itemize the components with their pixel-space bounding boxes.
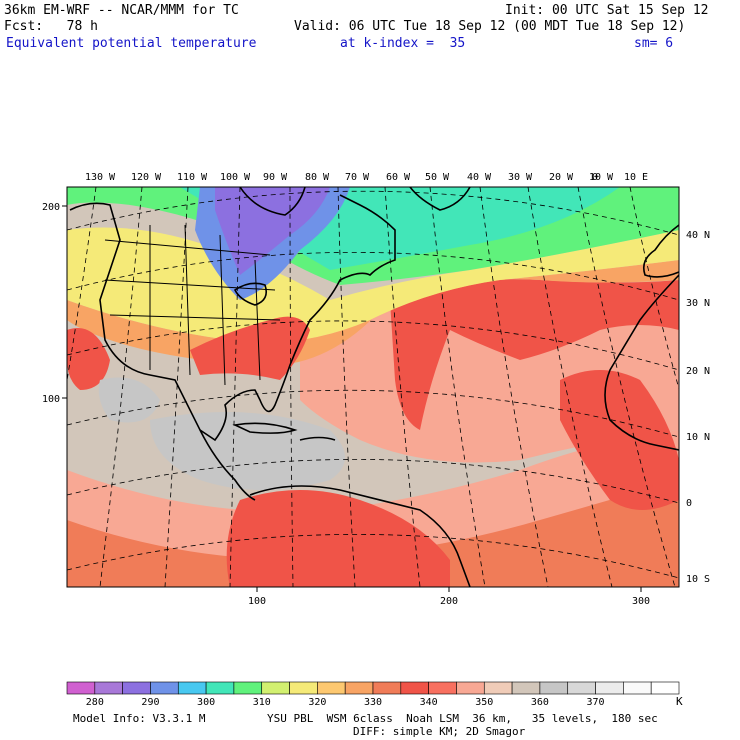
level-info: at k-index = 35 bbox=[340, 36, 466, 51]
latitude-label: 40 N bbox=[686, 230, 710, 241]
colorbar-swatch bbox=[205, 681, 235, 695]
colorbar-swatch bbox=[539, 681, 569, 695]
latitude-label: 0 bbox=[686, 498, 692, 509]
valid-time: Valid: 06 UTC Tue 18 Sep 12 (00 MDT Tue … bbox=[294, 19, 686, 34]
colorbar-label: 310 bbox=[253, 697, 271, 708]
colorbar-swatch bbox=[317, 681, 346, 695]
colorbar-swatch bbox=[94, 681, 123, 695]
atlantic-red-band bbox=[390, 279, 679, 430]
physics-info: YSU PBL WSM 6class Noah LSM 36 km, 35 le… bbox=[267, 712, 658, 725]
greenland-coast bbox=[409, 187, 471, 211]
colorbar-label: 340 bbox=[420, 697, 438, 708]
colorbar-swatch bbox=[66, 681, 96, 695]
colorbar-label: 330 bbox=[364, 697, 382, 708]
pacific-gray bbox=[98, 377, 160, 423]
colorbar-swatch bbox=[483, 681, 513, 695]
colorbar-swatch bbox=[177, 681, 207, 695]
colorbar-swatch bbox=[650, 681, 680, 695]
us-state-lines bbox=[104, 224, 281, 386]
longitude-label: 130 W bbox=[85, 172, 116, 183]
forecast-hour: Fcst: 78 h bbox=[4, 19, 98, 34]
central-america bbox=[199, 429, 256, 501]
grid-x-label: 100 bbox=[248, 596, 266, 607]
latitude-labels: 40 N 30 N 20 N 10 N 0 10 S bbox=[686, 230, 710, 585]
colorbar-swatch bbox=[623, 681, 652, 695]
south-america-coast bbox=[249, 485, 471, 587]
model-title: 36km EM-WRF -- NCAR/MMM for TC bbox=[4, 3, 239, 18]
latitude-label: 30 N bbox=[686, 298, 710, 309]
hispaniola bbox=[299, 436, 336, 441]
great-lakes bbox=[233, 282, 268, 306]
north-america-coast bbox=[69, 194, 396, 442]
longitude-labels: 130 W 120 W 110 W 100 W 90 W 80 W 70 W 60 W 50 W… bbox=[85, 172, 648, 183]
colorbar-swatch bbox=[595, 681, 624, 695]
colorbar bbox=[66, 681, 680, 695]
colorbar-swatch bbox=[344, 681, 374, 695]
colorbar-label: 290 bbox=[141, 697, 159, 708]
longitude-label: 100 W bbox=[220, 172, 251, 183]
longitude-label: 40 W bbox=[467, 172, 492, 183]
latitude-label: 20 N bbox=[686, 366, 710, 377]
longitude-label: 50 W bbox=[425, 172, 450, 183]
init-time: Init: 00 UTC Sat 15 Sep 12 bbox=[505, 3, 709, 18]
longitude-label: 10 W bbox=[589, 172, 614, 183]
colorbar-label: 320 bbox=[308, 697, 326, 708]
longitude-label: 10 E bbox=[624, 172, 648, 183]
colorbar-swatch bbox=[233, 681, 263, 695]
colorbar-swatch bbox=[567, 681, 596, 695]
latitude-label: 10 S bbox=[686, 574, 710, 585]
longitude-label: 20 W bbox=[549, 172, 574, 183]
coastlines bbox=[69, 187, 679, 587]
colorbar-swatch bbox=[456, 681, 485, 695]
longitude-label: 70 W bbox=[345, 172, 370, 183]
graticule bbox=[67, 187, 679, 587]
south-america-red bbox=[226, 490, 450, 587]
east-atlantic-red bbox=[560, 370, 679, 510]
longitude-label: 0 bbox=[592, 172, 598, 183]
colorbar-label: 300 bbox=[197, 697, 215, 708]
iberia-coast bbox=[642, 224, 679, 278]
grid-ticks bbox=[62, 205, 642, 592]
southern-red-band bbox=[67, 480, 679, 587]
africa-coast bbox=[604, 274, 679, 451]
longitude-label: 30 W bbox=[508, 172, 533, 183]
map-frame bbox=[66, 186, 680, 588]
hudson-bay bbox=[239, 187, 306, 216]
longitude-label: 120 W bbox=[131, 172, 162, 183]
diffusion-info: DIFF: simple KM; 2D Smagor bbox=[353, 725, 526, 738]
colorbar-swatch bbox=[400, 681, 429, 695]
smoothing-info: sm= 6 bbox=[634, 36, 674, 51]
colorbar-unit: K bbox=[676, 695, 683, 708]
longitude-label: 80 W bbox=[305, 172, 330, 183]
cuba bbox=[232, 422, 298, 434]
colorbar-labels: 280 290 300 310 320 330 340 350 360 370 bbox=[86, 697, 605, 708]
latitude-label: 10 N bbox=[686, 432, 710, 443]
colorbar-swatch bbox=[289, 681, 318, 695]
colorbar-swatch bbox=[122, 681, 151, 695]
grid-y-labels: 200 100 bbox=[42, 202, 60, 405]
colorbar-label: 280 bbox=[86, 697, 104, 708]
grid-y-label: 100 bbox=[42, 394, 60, 405]
colorbar-swatch bbox=[261, 681, 290, 695]
colorbar-label: 350 bbox=[475, 697, 493, 708]
colorbar-swatch bbox=[150, 681, 179, 695]
longitude-label: 60 W bbox=[386, 172, 411, 183]
longitude-label: 110 W bbox=[177, 172, 208, 183]
grid-x-labels: 100 200 300 bbox=[248, 596, 650, 607]
caribbean-gray bbox=[150, 412, 345, 490]
colorbar-swatch bbox=[511, 681, 541, 695]
longitude-label: 90 W bbox=[263, 172, 288, 183]
field-name: Equivalent potential temperature bbox=[6, 36, 257, 51]
colorbar-label: 360 bbox=[531, 697, 549, 708]
colorbar-swatch bbox=[428, 681, 457, 695]
eastern-us-red bbox=[190, 316, 310, 380]
grid-x-label: 300 bbox=[632, 596, 650, 607]
pacific-red bbox=[67, 328, 110, 390]
grid-y-label: 200 bbox=[42, 202, 60, 213]
model-info: Model Info: V3.3.1 M bbox=[73, 712, 206, 725]
colorbar-swatch bbox=[372, 681, 402, 695]
grid-x-label: 200 bbox=[440, 596, 458, 607]
colorbar-label: 370 bbox=[587, 697, 605, 708]
